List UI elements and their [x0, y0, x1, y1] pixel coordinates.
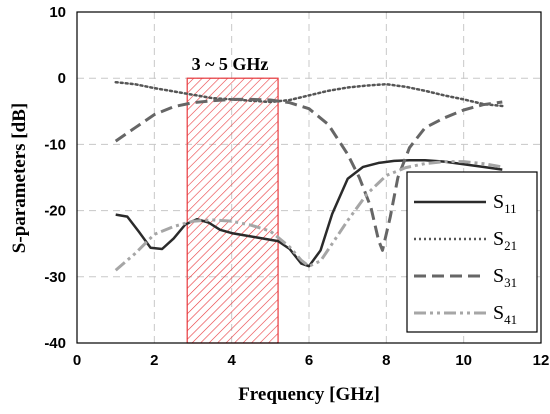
legend-label-s31: S31: [493, 265, 517, 290]
y-tick-label: -20: [44, 203, 66, 220]
legend-label-s11: S11: [493, 191, 517, 216]
legend-box: [406, 171, 538, 333]
x-tick-label: 6: [305, 352, 313, 369]
plot-frame: [76, 11, 542, 344]
x-tick-label: 12: [533, 352, 550, 369]
x-tick-label: 4: [227, 352, 236, 369]
y-tick-label: -30: [44, 269, 66, 286]
x-tick-label: 8: [382, 352, 390, 369]
x-axis-title: Frequency [GHz]: [238, 384, 380, 405]
legend-label-s21: S21: [493, 228, 517, 253]
frequency-band: [186, 77, 279, 344]
band-rect: [186, 77, 279, 344]
series-lines: [114, 80, 504, 272]
y-tick-label: 10: [49, 4, 66, 21]
x-tick-label: 0: [73, 352, 81, 369]
y-axis-title: S-parameters [dB]: [9, 103, 30, 253]
band-label: 3 ~ 5 GHz: [192, 54, 269, 74]
axis-ticks: 0 2 4 6 8 10 12 10 0 -10 -20 -30 -40: [44, 4, 549, 369]
series-s21-line: [114, 80, 504, 108]
x-tick-label: 2: [150, 352, 158, 369]
series-s41-line: [114, 160, 503, 272]
y-tick-label: -10: [44, 136, 66, 153]
legend: S11 S21 S31 S41: [406, 171, 538, 333]
y-tick-label: 0: [58, 70, 66, 87]
series-s11-line: [115, 159, 503, 268]
legend-label-s41: S41: [493, 302, 517, 327]
x-tick-label: 10: [455, 352, 472, 369]
y-tick-label: -40: [44, 335, 66, 352]
